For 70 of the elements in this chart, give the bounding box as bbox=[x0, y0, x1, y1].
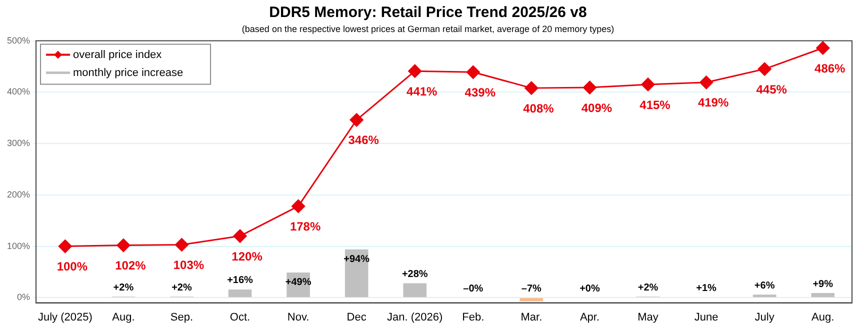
data-label: +1% bbox=[696, 282, 717, 294]
data-label: 103% bbox=[173, 258, 204, 272]
legend-label: overall price index bbox=[73, 48, 162, 61]
data-label: 102% bbox=[115, 258, 146, 273]
data-label: +6% bbox=[754, 280, 775, 292]
x-tick-label: Mar. bbox=[520, 311, 542, 324]
data-label: 100% bbox=[56, 260, 88, 274]
data-label: 439% bbox=[464, 85, 496, 100]
y-tick-label: 300% bbox=[6, 138, 30, 148]
chart-title: DDR5 Memory: Retail Price Trend 2025/26 v8 bbox=[269, 4, 587, 22]
y-tick-label: 0% bbox=[17, 292, 30, 302]
point bbox=[582, 80, 596, 94]
data-label: –0% bbox=[463, 283, 484, 294]
data-label: +2% bbox=[172, 282, 192, 294]
point bbox=[816, 41, 830, 55]
data-label: 178% bbox=[290, 220, 321, 234]
point bbox=[758, 62, 772, 76]
point bbox=[233, 229, 247, 243]
data-label: –7% bbox=[521, 283, 542, 294]
x-tick-label: July bbox=[754, 311, 775, 324]
data-label: 486% bbox=[814, 61, 846, 76]
data-label: +28% bbox=[402, 269, 428, 280]
point bbox=[641, 78, 655, 92]
bar bbox=[228, 289, 252, 298]
y-tick-label: 400% bbox=[6, 86, 30, 97]
point bbox=[292, 199, 306, 213]
point bbox=[58, 240, 72, 254]
point bbox=[174, 238, 188, 252]
data-label: 415% bbox=[640, 98, 671, 112]
data-label: +2% bbox=[113, 282, 134, 294]
chart-subtitle: (based on the respective lowest prices at German retail market, average of 20 memory types) bbox=[242, 24, 614, 34]
data-label: 120% bbox=[232, 249, 263, 264]
data-label: +9% bbox=[812, 278, 834, 290]
y-tick-label: 100% bbox=[6, 240, 30, 251]
x-tick-label: May bbox=[638, 311, 659, 324]
data-label: +2% bbox=[638, 282, 658, 294]
x-tick-label: Nov. bbox=[287, 311, 310, 324]
x-tick-label: Sep. bbox=[170, 311, 194, 324]
y-tick-label: 200% bbox=[6, 189, 30, 200]
data-label: 408% bbox=[523, 101, 554, 116]
bar bbox=[752, 294, 776, 298]
x-tick-label: Apr. bbox=[580, 311, 600, 324]
point bbox=[466, 65, 480, 79]
bar bbox=[520, 298, 544, 302]
data-label: 445% bbox=[756, 82, 788, 96]
point bbox=[700, 76, 714, 90]
point bbox=[116, 238, 130, 252]
bar bbox=[811, 293, 835, 298]
data-label: +49% bbox=[285, 277, 312, 288]
data-label: 346% bbox=[348, 133, 380, 148]
x-tick-label: Aug. bbox=[812, 311, 834, 324]
legend-label: monthly price increase bbox=[73, 66, 184, 79]
x-tick-label: Aug. bbox=[112, 311, 135, 324]
bar bbox=[403, 283, 427, 298]
point bbox=[350, 113, 364, 127]
data-label: +94% bbox=[344, 254, 370, 266]
x-tick-label: Jan. (2026) bbox=[387, 311, 443, 324]
data-label: 419% bbox=[698, 96, 729, 110]
point bbox=[524, 81, 538, 95]
data-label: +16% bbox=[227, 275, 254, 286]
data-label: 441% bbox=[406, 84, 438, 98]
data-label: 409% bbox=[581, 100, 612, 115]
data-label: +0% bbox=[580, 283, 600, 294]
point bbox=[408, 64, 422, 78]
x-tick-label: July (2025) bbox=[38, 311, 92, 324]
y-tick-label: 500% bbox=[6, 35, 30, 46]
x-tick-label: Dec bbox=[346, 311, 367, 324]
x-tick-label: June bbox=[694, 311, 718, 324]
x-tick-label: Feb. bbox=[462, 311, 484, 324]
x-tick-label: Oct. bbox=[230, 311, 250, 324]
